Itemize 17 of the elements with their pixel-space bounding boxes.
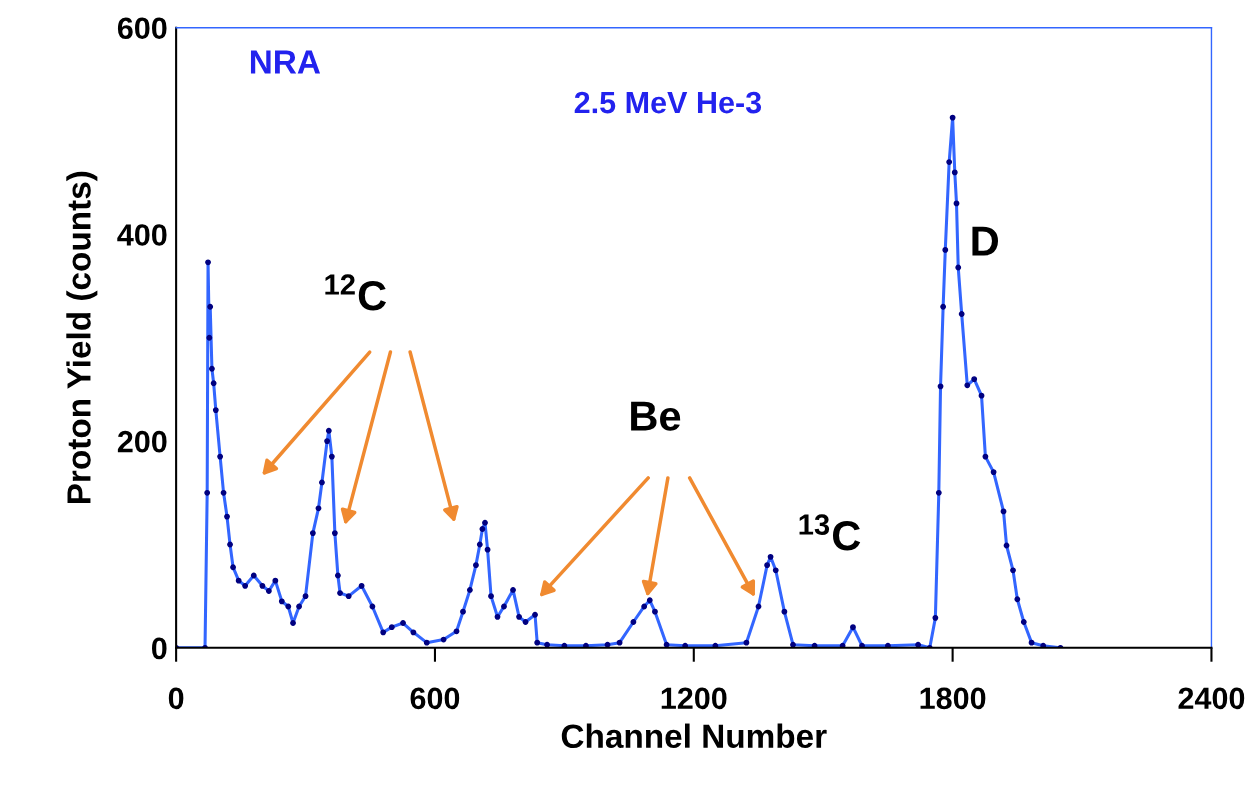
annotation: $^{13}$C (799, 514, 861, 551)
annotation: 2.5 MeV He-3 (574, 91, 762, 114)
y-tick-label: 600 (117, 17, 167, 40)
x-tick-label: 1800 (920, 687, 986, 710)
annotation: Be (631, 401, 681, 431)
y-tick-label: 400 (117, 224, 167, 246)
x-tick-label: 2400 (1178, 687, 1245, 710)
y-axis-title: Proton Yield (counts) (66, 171, 98, 504)
y-tick-label: 0 (152, 637, 167, 660)
x-axis-title: Channel Number (561, 723, 827, 749)
x-tick-label: 1200 (661, 687, 727, 710)
y-tick-label: 200 (117, 430, 167, 453)
x-tick-label: 600 (410, 687, 460, 710)
annotation: $^{12}$C (325, 274, 387, 311)
annotation: D (972, 226, 999, 256)
x-tick-label: 0 (168, 687, 184, 710)
annotation: NRA (250, 50, 321, 74)
